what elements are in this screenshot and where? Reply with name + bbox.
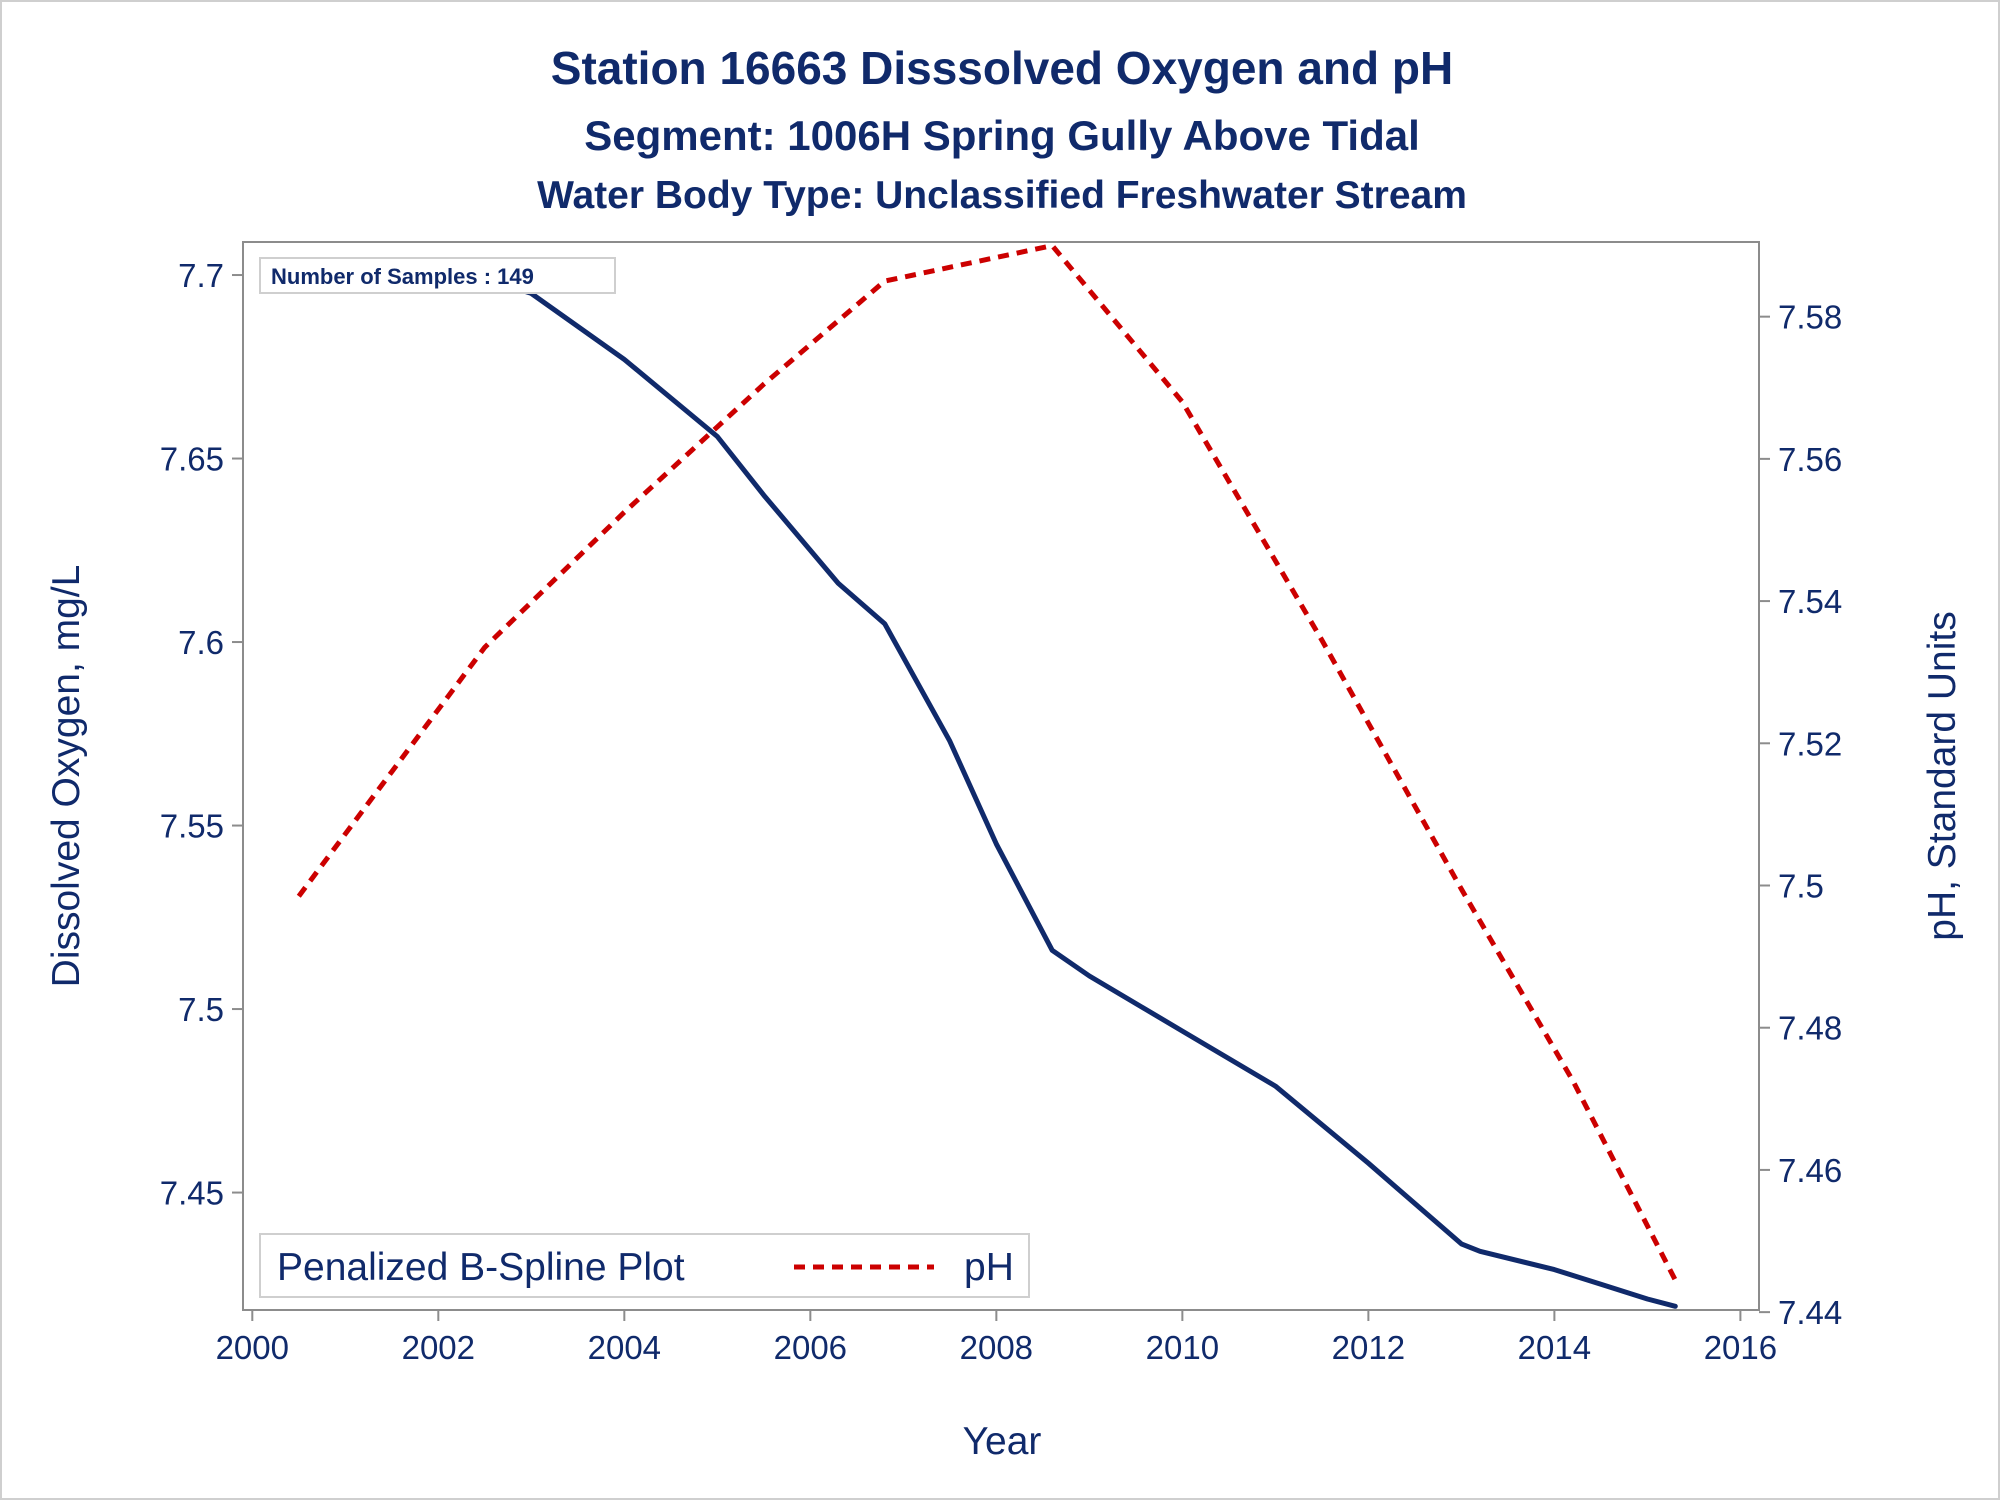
x-tick-label: 2012: [1332, 1329, 1405, 1366]
samples-inset: Number of Samples : 149: [259, 257, 616, 294]
x-axis-ticks: 2000 2002 2004 2006 2008 2010 2012 2014 2016: [216, 1310, 1777, 1366]
plot-area: [242, 241, 1760, 1311]
legend-ph-label: pH: [964, 1246, 1014, 1289]
x-tick-label: 2008: [960, 1329, 1033, 1366]
samples-inset-text: Number of Samples : 149: [271, 264, 534, 289]
x-tick-label: 2010: [1146, 1329, 1219, 1366]
y2-tick-label: 7.52: [1778, 725, 1842, 762]
y2-axis-ticks: 7.44 7.46 7.48 7.5 7.52 7.54 7.56 7.58: [1759, 299, 1842, 1331]
y2-tick-label: 7.48: [1778, 1010, 1842, 1047]
y-tick-label: 7.5: [178, 991, 224, 1028]
y-axis-ticks: 7.45 7.5 7.55 7.6 7.65 7.7: [160, 257, 243, 1212]
legend: Penalized B-Spline Plot pH: [259, 1233, 1030, 1298]
y2-tick-label: 7.58: [1778, 299, 1842, 336]
x-tick-label: 2002: [402, 1329, 475, 1366]
ph-series-line: [296, 243, 1678, 1282]
x-tick-label: 2004: [588, 1329, 661, 1366]
y-tick-label: 7.7: [178, 257, 224, 294]
x-axis-label: Year: [963, 1420, 1042, 1463]
dissolved-oxygen-series-line: [296, 257, 1678, 1309]
y2-tick-label: 7.44: [1778, 1294, 1842, 1331]
legend-title: Penalized B-Spline Plot: [277, 1246, 685, 1289]
y2-tick-label: 7.54: [1778, 583, 1842, 620]
legend-box: [259, 1233, 1030, 1298]
y2-tick-label: 7.5: [1778, 868, 1824, 905]
x-tick-label: 2016: [1704, 1329, 1777, 1366]
y-axis-label: Dissolved Oxygen, mg/L: [45, 565, 88, 988]
y2-axis-label: pH, Standard Units: [1921, 611, 1964, 941]
y-tick-label: 7.55: [160, 808, 224, 845]
y2-tick-label: 7.46: [1778, 1152, 1842, 1189]
y-tick-label: 7.6: [178, 624, 224, 661]
y2-tick-label: 7.56: [1778, 441, 1842, 478]
y-tick-label: 7.65: [160, 441, 224, 478]
chart-title: Station 16663 Disssolved Oxygen and pH: [551, 42, 1453, 94]
x-tick-label: 2000: [216, 1329, 289, 1366]
samples-inset-box: [259, 257, 616, 294]
x-tick-label: 2006: [774, 1329, 847, 1366]
x-tick-label: 2014: [1518, 1329, 1591, 1366]
y-tick-label: 7.45: [160, 1175, 224, 1212]
chart-subtitle-waterbody: Water Body Type: Unclassified Freshwater…: [537, 174, 1467, 217]
chart-subtitle-segment: Segment: 1006H Spring Gully Above Tidal: [584, 112, 1420, 159]
series-layer: [296, 243, 1678, 1309]
